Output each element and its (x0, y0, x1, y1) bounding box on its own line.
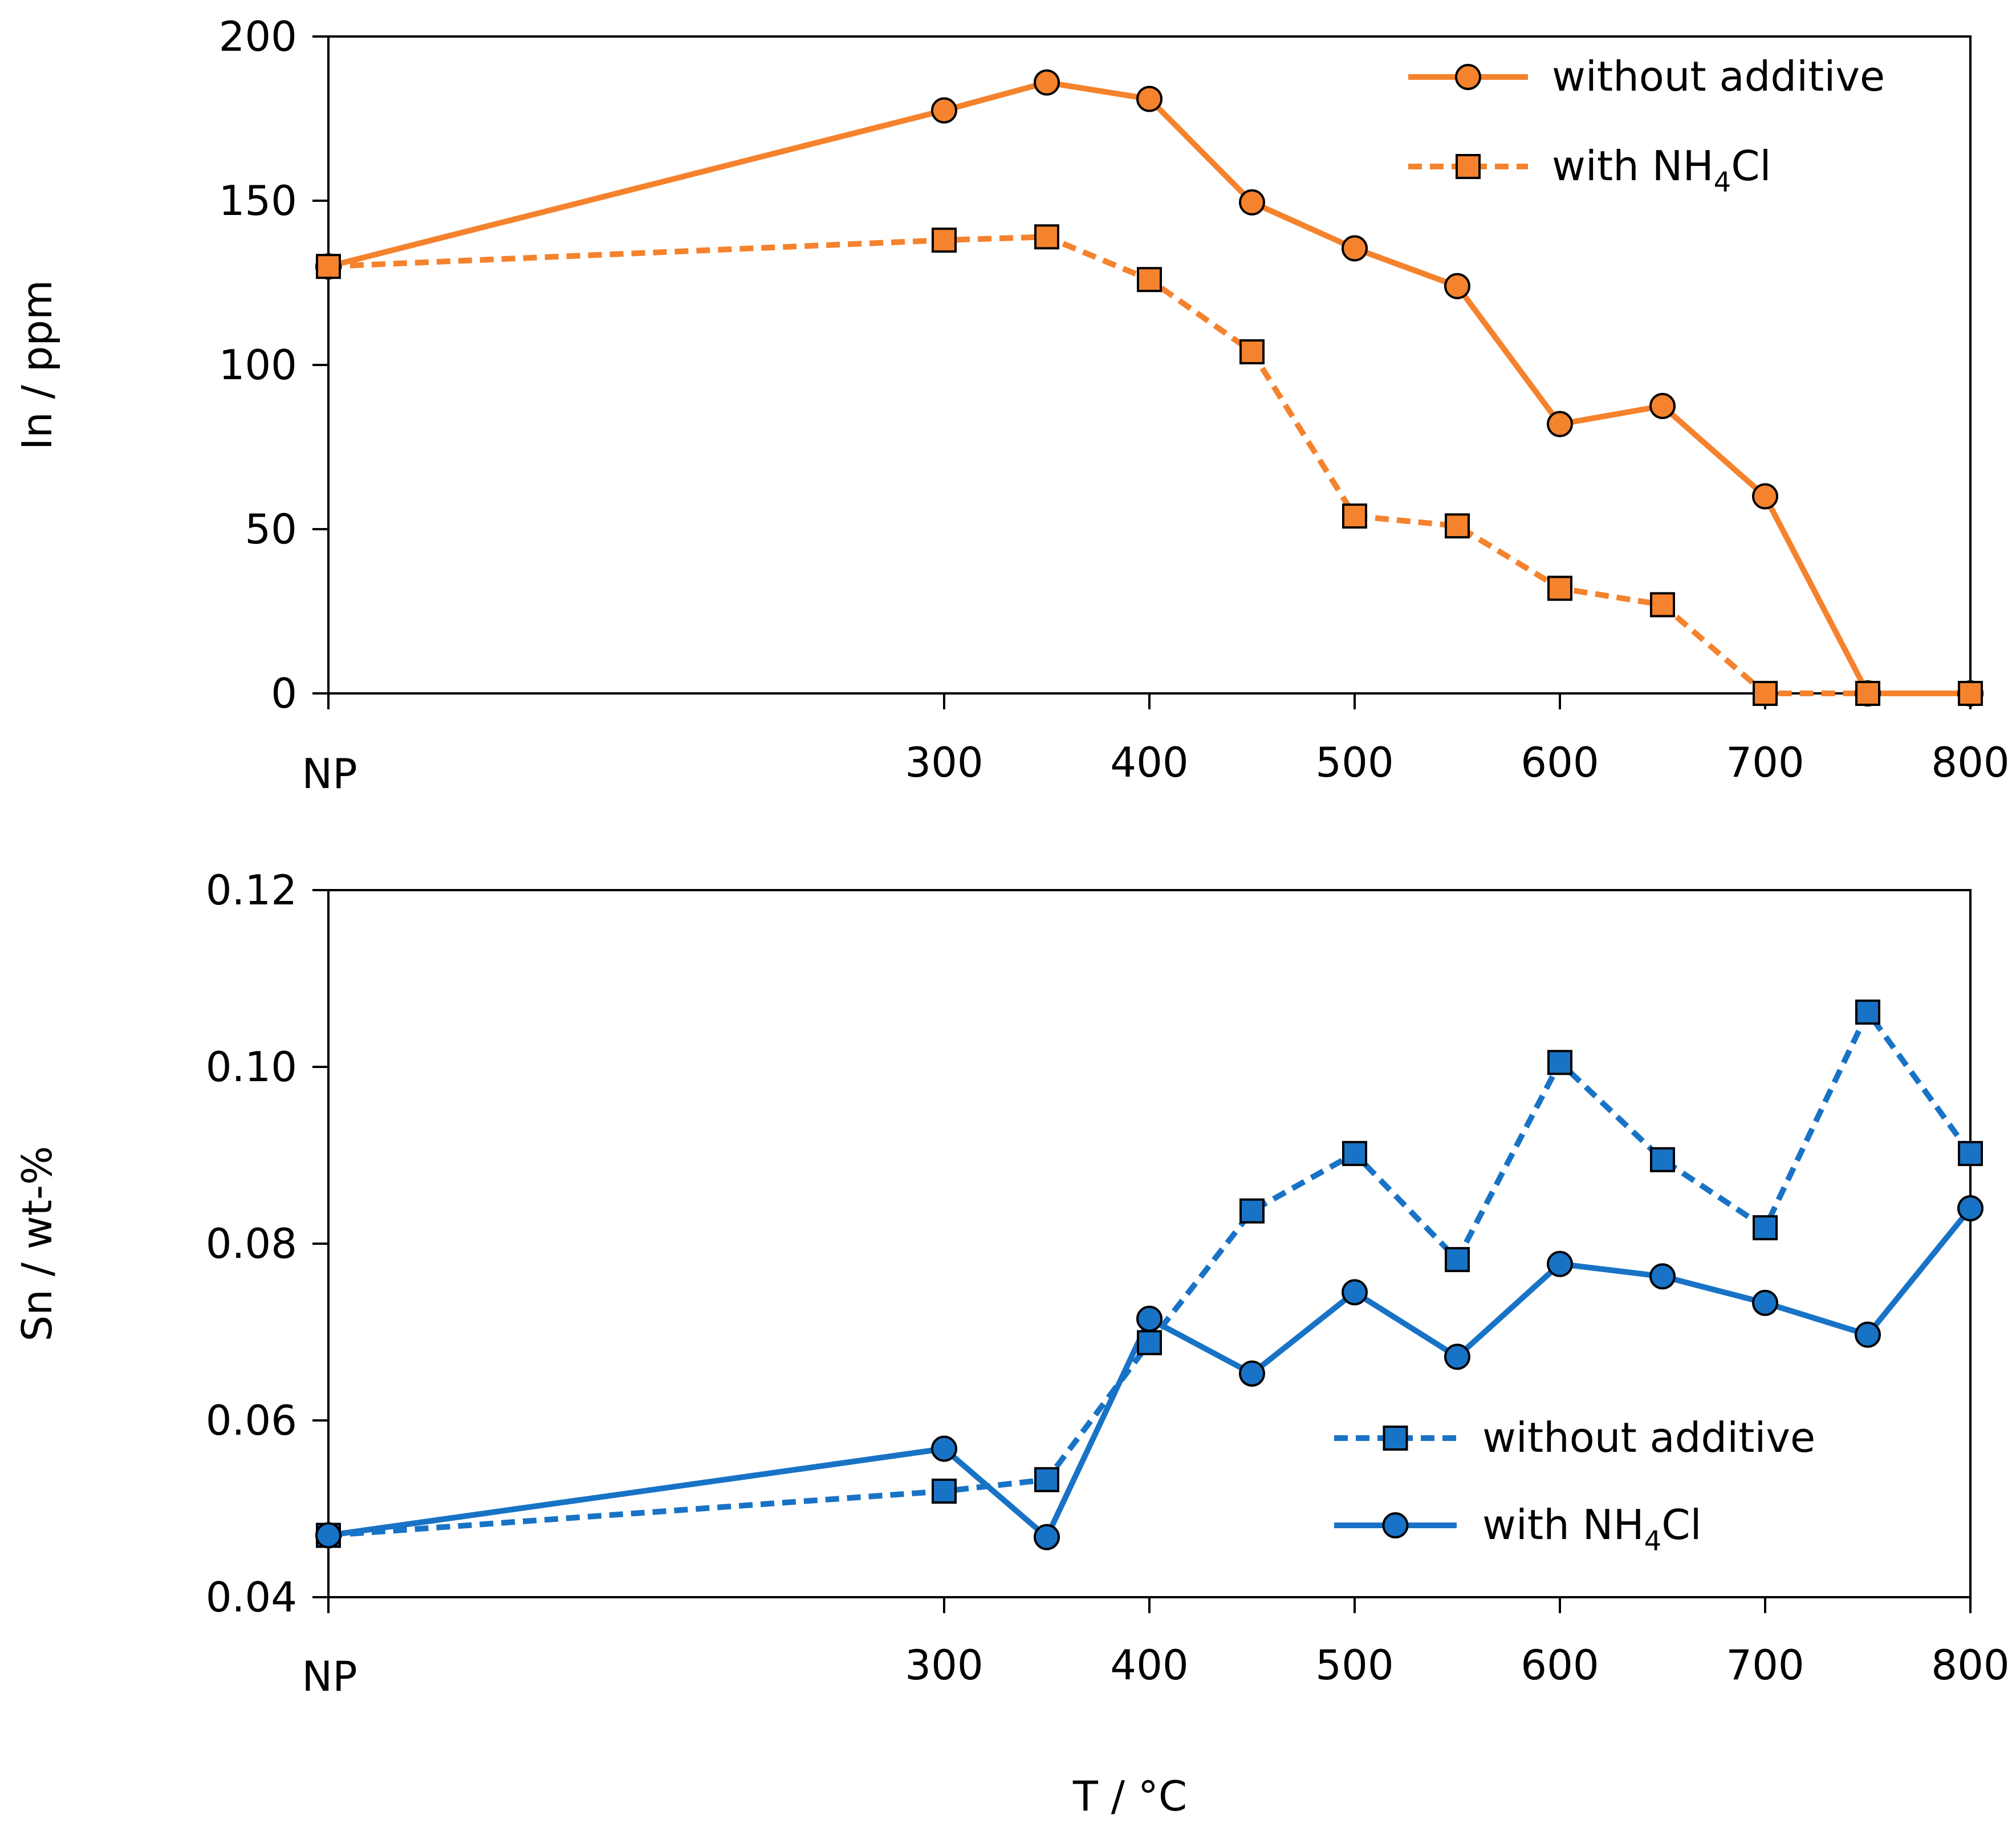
x-tick-label: 300 (905, 738, 983, 786)
circle-marker (1342, 1279, 1368, 1306)
legend-label-tail: Cl (1731, 142, 1771, 190)
square-marker (1137, 267, 1162, 293)
y-tick-label: 0.12 (206, 866, 297, 914)
legend-label: without additive (1552, 52, 1885, 100)
y-tick-label: 100 (219, 341, 297, 389)
square-marker (1137, 1330, 1162, 1355)
x-tick-label: 800 (1931, 738, 2009, 786)
square-marker (1445, 513, 1470, 539)
square-marker (1753, 1215, 1778, 1241)
square-marker (1342, 1140, 1367, 1166)
circle-marker (315, 1522, 342, 1549)
x-tick-label: 800 (1931, 1641, 2009, 1689)
legend-label: without additive (1482, 1414, 1815, 1461)
x-tick-label: 700 (1726, 1641, 1804, 1689)
square-marker (1958, 1140, 1983, 1166)
bottom-panel: 0.04 0.06 0.08 0.10 0.12 NP 300 400 500 600 700 800… (13, 866, 2010, 1820)
legend-label-subscript: 4 (1714, 167, 1732, 198)
x-tick-label: 600 (1521, 1641, 1599, 1689)
circle-marker (1855, 1321, 1881, 1348)
square-marker (1445, 1247, 1470, 1272)
x-tick-label: 700 (1726, 738, 1804, 786)
circle-marker (1239, 1360, 1265, 1387)
circle-marker (1034, 69, 1060, 96)
circle-marker (1444, 1343, 1470, 1370)
square-marker (1753, 681, 1778, 706)
y-tick-label: 0.08 (206, 1220, 297, 1268)
circle-marker (1649, 1263, 1676, 1290)
legend-label: with NH4Cl (1552, 142, 1771, 198)
y-tick-label: 0.10 (206, 1043, 297, 1091)
square-marker (1855, 681, 1880, 706)
bottom-solid-series-2-line (328, 1206, 1973, 1540)
x-tick-label: 500 (1315, 738, 1393, 786)
legend-label-main: with NH (1482, 1501, 1644, 1549)
circle-marker (1342, 235, 1368, 262)
y-tick-label: 50 (245, 505, 297, 553)
x-tick-label: 400 (1110, 1641, 1188, 1689)
circle-marker (1239, 189, 1265, 216)
legend-square-marker (1383, 1426, 1408, 1451)
legend-square-marker (1456, 154, 1481, 179)
y-axis-title: Sn / wt-% (13, 1146, 61, 1342)
x-tick-label: 400 (1110, 738, 1188, 786)
circle-marker (1547, 1251, 1573, 1277)
x-tick-label: 300 (905, 1641, 983, 1689)
y-tick-label: 0.06 (206, 1396, 297, 1444)
circle-marker (1649, 393, 1676, 419)
square-marker (316, 254, 341, 279)
legend-label-main: without additive (1482, 1414, 1815, 1461)
y-tick-label: 0.04 (206, 1573, 297, 1621)
top-panel: 0 50 100 150 200 NP 300 400 500 600 700 800 In / ppm… (13, 13, 2010, 798)
y-axis-title: In / ppm (13, 280, 61, 450)
legend-label-main: with NH (1552, 142, 1714, 190)
circle-marker (1444, 273, 1470, 299)
x-tick-label: 500 (1315, 1641, 1393, 1689)
legend-circle-marker (1455, 64, 1481, 90)
circle-marker (1547, 411, 1573, 437)
square-marker (1547, 575, 1572, 601)
top-legend: without additive with NH4Cl (1408, 52, 1885, 198)
square-marker (1034, 1467, 1059, 1492)
circle-marker (1752, 483, 1778, 510)
top-dashed-series-2-line (328, 234, 1970, 696)
x-tick-label: 600 (1521, 738, 1599, 786)
square-marker (932, 228, 957, 253)
legend-label-subscript: 4 (1644, 1525, 1662, 1557)
square-marker (1547, 1050, 1572, 1075)
circle-marker (1136, 86, 1163, 112)
legend-circle-marker (1382, 1512, 1409, 1538)
circle-marker (1034, 1524, 1060, 1550)
circle-marker (1136, 1305, 1163, 1332)
square-marker (1650, 592, 1675, 618)
x-tick-label: NP (302, 750, 357, 798)
square-marker (1034, 224, 1059, 250)
square-marker (932, 1479, 957, 1504)
square-marker (1650, 1147, 1675, 1172)
top-solid-series-1-line (327, 79, 1970, 696)
square-marker (1239, 1198, 1265, 1224)
y-tick-label: 150 (219, 177, 297, 225)
y-tick-label: 200 (219, 13, 297, 60)
x-tick-label: NP (302, 1653, 357, 1700)
circle-marker (1957, 1195, 1984, 1221)
square-marker (1958, 681, 1983, 706)
square-marker (1342, 503, 1367, 529)
circle-marker (931, 97, 957, 124)
square-marker (1855, 999, 1880, 1025)
x-axis-title: T / °C (1072, 1772, 1187, 1820)
legend-label-main: without additive (1552, 52, 1885, 100)
legend-label: with NH4Cl (1482, 1501, 1701, 1557)
circle-marker (1752, 1289, 1778, 1316)
bottom-dashed-series-1-line (328, 1009, 1973, 1538)
circle-marker (931, 1435, 957, 1462)
top-plot-frame (327, 35, 1972, 695)
y-tick-label: 0 (271, 669, 297, 717)
square-marker (1239, 339, 1265, 364)
bottom-legend: without additive with NH4Cl (1334, 1414, 1815, 1557)
bottom-plot-frame (327, 889, 1972, 1598)
legend-label-tail: Cl (1661, 1501, 1701, 1549)
